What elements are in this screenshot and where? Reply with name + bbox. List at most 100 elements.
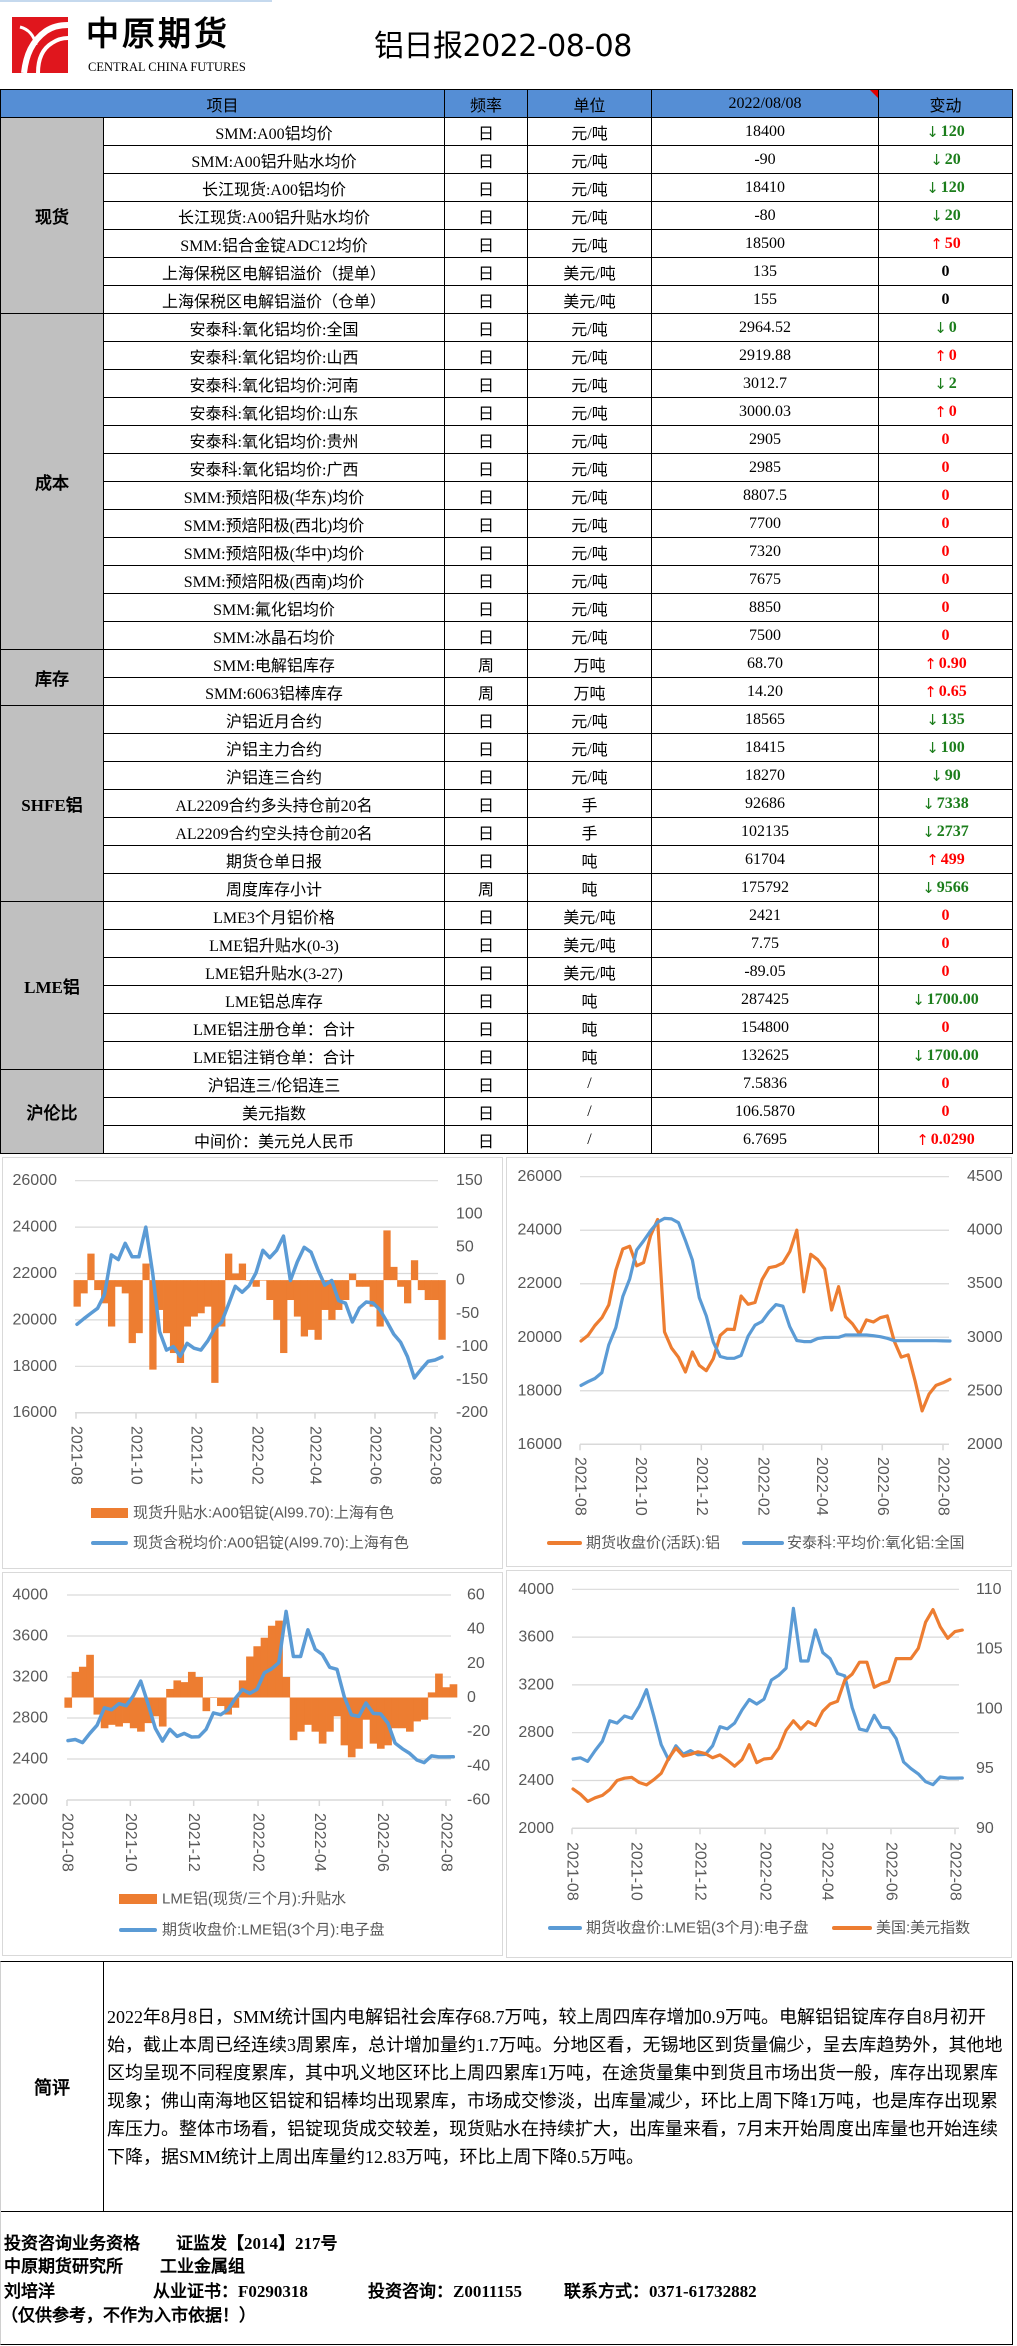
group-name: 工业金属组 <box>160 2257 245 2276</box>
change-value: 50 <box>944 234 961 252</box>
value-cell: 18410 <box>652 174 879 202</box>
bar-mark <box>333 1697 342 1717</box>
y-right-tick-label: 40 <box>467 1621 485 1638</box>
qualification-value: 证监发【2014】217号 <box>176 2234 338 2253</box>
frequency-cell: 周 <box>445 678 528 706</box>
bar-mark <box>195 1677 203 1698</box>
data-point <box>261 1249 265 1252</box>
value-cell: 7700 <box>652 510 879 538</box>
unit-cell: 万吨 <box>528 650 652 678</box>
frequency-cell: 日 <box>445 146 528 174</box>
item-name-cell: SMM:预焙阳极(华东)均价 <box>104 482 445 510</box>
data-point <box>165 1348 168 1352</box>
frequency-cell: 日 <box>445 314 528 342</box>
unit-cell: 元/吨 <box>528 314 652 342</box>
data-point <box>836 1699 839 1703</box>
data-point <box>740 1758 744 1761</box>
data-point <box>309 1250 313 1254</box>
change-value: 20 <box>944 150 961 168</box>
data-point <box>674 1744 678 1748</box>
data-point <box>865 1318 868 1322</box>
data-point <box>630 1717 634 1720</box>
data-point <box>740 1708 744 1712</box>
company-name-cn: 中原期货 <box>86 14 230 53</box>
value-cell: 68.70 <box>652 650 879 678</box>
data-point <box>799 1727 802 1731</box>
data-point <box>88 1732 92 1735</box>
data-point <box>948 1339 952 1343</box>
legend-label: 美国:美元指数 <box>876 1920 970 1937</box>
data-point <box>600 1316 604 1319</box>
data-point <box>422 1761 426 1764</box>
change-value: 499 <box>940 850 965 868</box>
data-point <box>95 1723 99 1727</box>
data-point <box>168 1728 171 1731</box>
change-value: 0 <box>941 962 950 980</box>
item-name-cell: AL2209合约空头持仓前20名 <box>104 818 445 846</box>
data-point <box>302 1246 306 1249</box>
y-right-tick-label: -150 <box>456 1371 488 1388</box>
frequency-cell: 日 <box>445 790 528 818</box>
item-name-cell: 长江现货:A00铝升贴水均价 <box>104 202 445 230</box>
arrow-down-icon: ↓ <box>926 178 939 197</box>
item-name-cell: SMM:6063铝棒库存 <box>104 678 445 706</box>
bar-mark <box>224 1697 232 1715</box>
change-value: 1700.00 <box>926 990 979 1008</box>
data-point <box>770 1757 773 1760</box>
data-point <box>802 1340 805 1343</box>
item-name-cell: LME铝升贴水(3-27) <box>104 958 445 986</box>
data-point <box>586 1760 589 1763</box>
data-point <box>593 1796 597 1800</box>
data-point <box>913 1380 917 1383</box>
item-name-cell: 期货仓单日报 <box>104 846 445 874</box>
header-accent-line <box>0 0 272 2</box>
bar-mark <box>293 1280 302 1317</box>
data-point <box>719 1334 722 1337</box>
bar-mark <box>260 1637 269 1698</box>
legend-entry: 期货收盘价(活跃):铝 <box>547 1534 720 1552</box>
unit-cell: 元/吨 <box>528 230 652 258</box>
legend-entry: 美国:美元指数 <box>832 1920 970 1937</box>
data-point <box>263 1671 266 1675</box>
y-right-tick-label: -20 <box>467 1723 490 1740</box>
category-cell: 库存 <box>1 650 104 706</box>
frequency-cell: 日 <box>445 118 528 146</box>
data-point <box>767 1310 771 1314</box>
data-point <box>746 1334 750 1338</box>
data-point <box>704 1752 707 1755</box>
data-point <box>393 1741 397 1745</box>
data-point <box>917 1647 920 1650</box>
bar-mark <box>410 1260 419 1281</box>
unit-cell: 手 <box>528 790 652 818</box>
bar-mark <box>259 1280 267 1281</box>
unit-cell: 美元/吨 <box>528 258 652 286</box>
value-cell: 18400 <box>652 118 879 146</box>
data-point <box>843 1674 847 1678</box>
data-point <box>858 1660 861 1664</box>
bar-mark <box>176 1280 185 1363</box>
change-cell: ↑ 0.0290 <box>879 1126 1013 1154</box>
change-value: 0 <box>941 1018 950 1036</box>
unit-cell: 元/吨 <box>528 622 652 650</box>
legend-label: 现货升贴水:A00铝锭(Al99.70):上海有色 <box>133 1505 394 1522</box>
data-point <box>630 1776 634 1779</box>
y-right-tick-label: 100 <box>976 1700 1003 1717</box>
data-point <box>161 1739 164 1743</box>
x-tick-label: 2022-04 <box>307 1426 324 1485</box>
x-tick-label: 2022-08 <box>935 1457 952 1516</box>
bar-mark <box>86 1654 94 1698</box>
bar-mark <box>404 1280 412 1304</box>
data-point <box>623 1777 626 1780</box>
consulting-id: 投资咨询：Z0011155 <box>368 2282 522 2301</box>
data-point <box>823 1336 826 1339</box>
data-point <box>635 1248 638 1252</box>
change-cell: ↑ 0 <box>879 398 1013 426</box>
frequency-cell: 日 <box>445 398 528 426</box>
y-right-tick-label: -200 <box>456 1404 488 1421</box>
value-cell: 175792 <box>652 874 879 902</box>
bar-mark <box>202 1697 211 1712</box>
data-point <box>784 1666 788 1670</box>
bar-mark <box>137 1697 145 1732</box>
bar-mark <box>438 1280 446 1340</box>
unit-cell: 吨 <box>528 1042 652 1070</box>
